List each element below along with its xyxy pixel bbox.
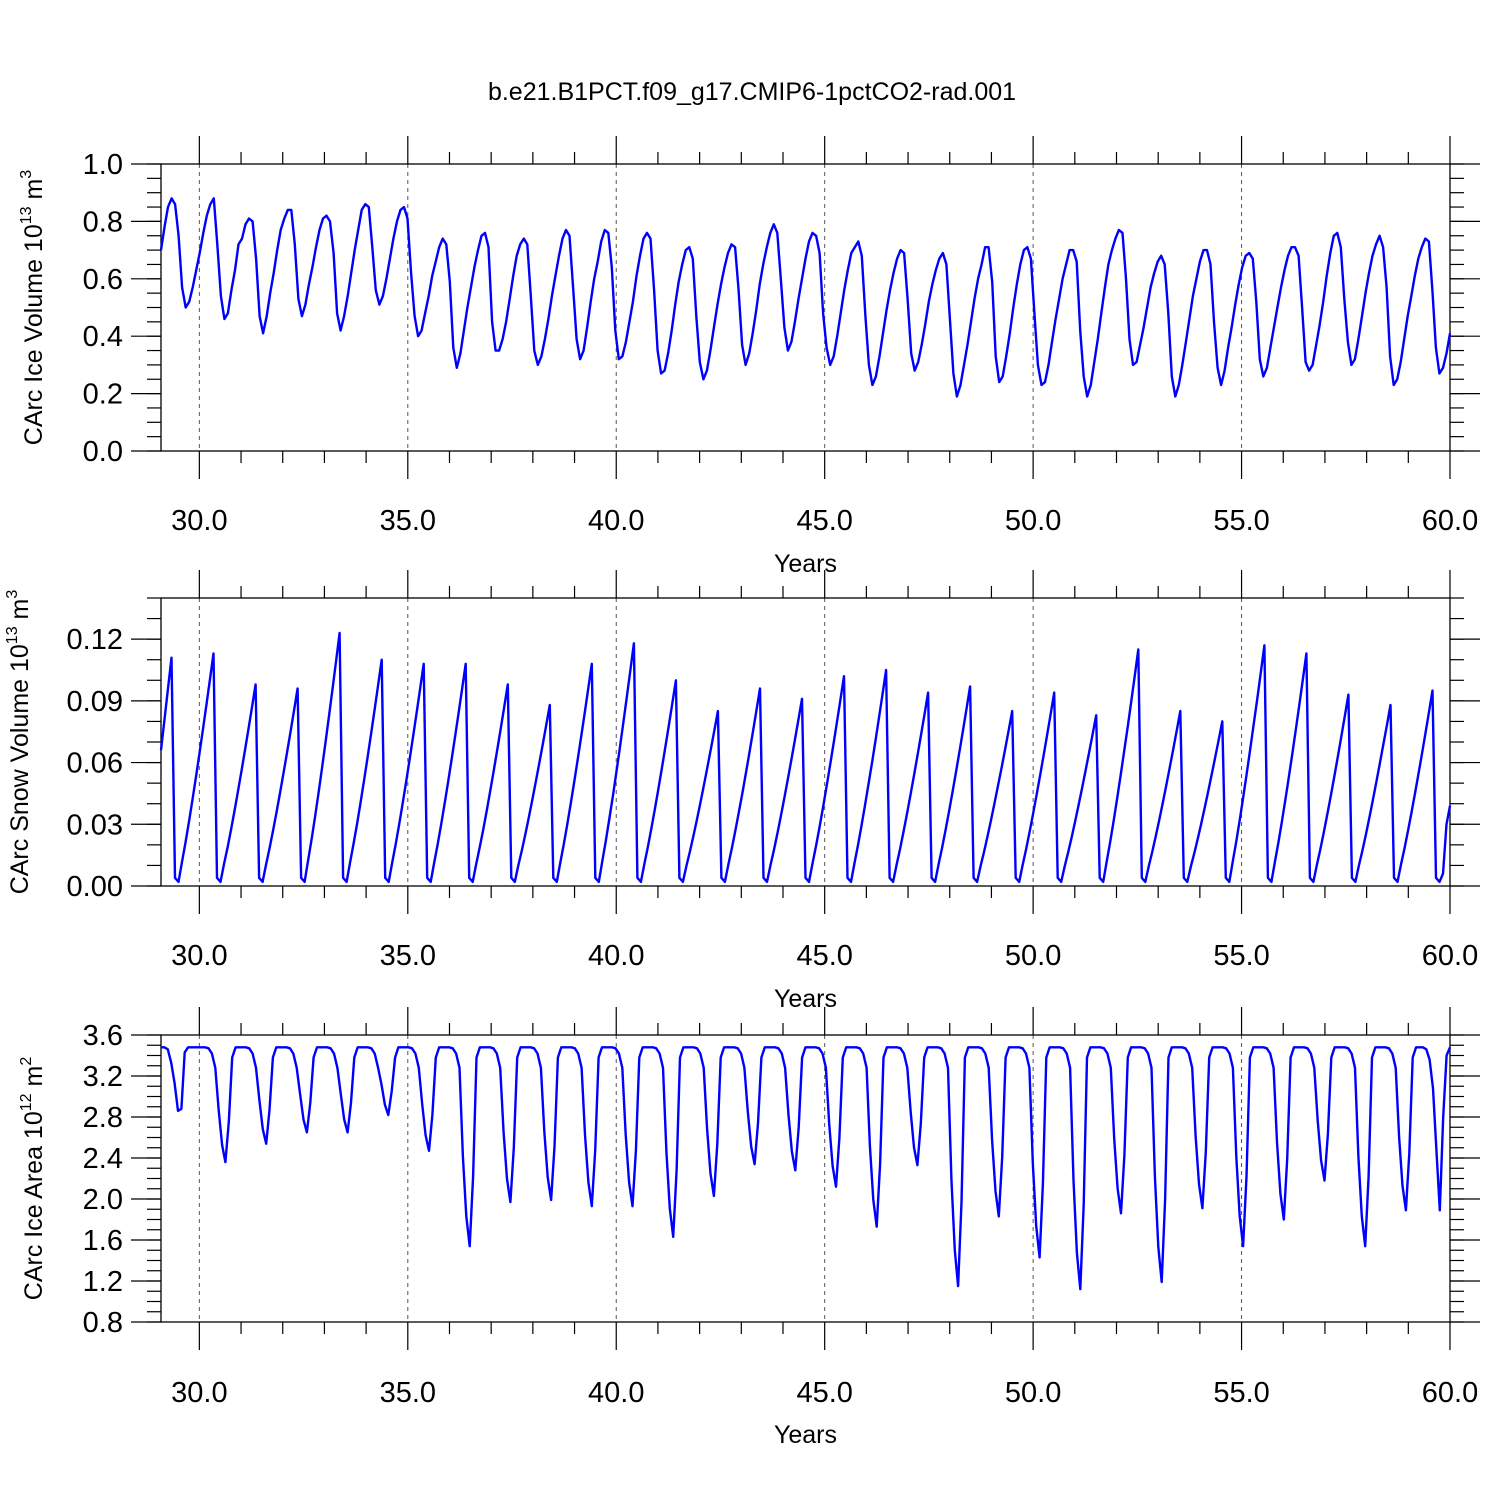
y-axis-title: CArc Ice Volume 1013 m3 bbox=[18, 170, 48, 446]
x-axis-title: Years bbox=[774, 550, 837, 578]
y-tick-label: 2.8 bbox=[83, 1102, 123, 1134]
x-tick-label: 40.0 bbox=[588, 1377, 644, 1409]
y-tick-label: 0.4 bbox=[83, 321, 123, 353]
plot-frame bbox=[160, 1034, 1451, 1323]
series-line bbox=[159, 631, 1452, 884]
y-tick-label: 1.6 bbox=[83, 1225, 123, 1257]
x-tick-label: 60.0 bbox=[1422, 940, 1478, 972]
x-tick-label: 40.0 bbox=[588, 940, 644, 972]
y-tick-label: 3.6 bbox=[83, 1020, 123, 1052]
y-tick-label: 0.8 bbox=[83, 1307, 123, 1339]
x-tick-label: 30.0 bbox=[171, 1377, 227, 1409]
y-tick-label: 0.00 bbox=[67, 871, 123, 903]
x-tick-label: 50.0 bbox=[1005, 940, 1061, 972]
chart-panel-1: 0.0 0.2 0.4 0.6 0.8 1.0 30.0 35.0 40.0 45.0 50.0 55… bbox=[18, 136, 1480, 578]
x-tick-label: 55.0 bbox=[1213, 940, 1269, 972]
series-line bbox=[161, 1046, 1452, 1291]
y-tick-label: 0.12 bbox=[67, 624, 123, 656]
x-tick-label: 35.0 bbox=[380, 505, 436, 537]
y-tick-label: 0.6 bbox=[83, 264, 123, 296]
chart-panel-3: 0.8 1.2 1.6 2.0 2.4 2.8 3.2 3.6 30.0 35.0 40.0 45.0… bbox=[18, 1007, 1480, 1449]
x-tick-label: 60.0 bbox=[1422, 505, 1478, 537]
x-tick-label: 50.0 bbox=[1005, 1377, 1061, 1409]
x-axis-title: Years bbox=[774, 1421, 837, 1449]
x-tick-label: 30.0 bbox=[171, 940, 227, 972]
y-tick-label: 0.2 bbox=[83, 379, 123, 411]
x-tick-label: 40.0 bbox=[588, 505, 644, 537]
y-tick-label: 2.0 bbox=[83, 1184, 123, 1216]
y-axis-title: CArc Snow Volume 1013 m3 bbox=[4, 590, 34, 895]
panels: 0.0 0.2 0.4 0.6 0.8 1.0 30.0 35.0 40.0 45.0 50.0 55… bbox=[4, 136, 1480, 1449]
y-axis-title: CArc Ice Area 1012 m2 bbox=[18, 1057, 48, 1301]
series-line bbox=[159, 197, 1452, 398]
chart-panel-2: 0.00 0.03 0.06 0.09 0.12 30.0 35.0 40.0 45.0 50.0… bbox=[4, 570, 1480, 1013]
y-tick-label: 2.4 bbox=[83, 1143, 123, 1175]
x-tick-label: 50.0 bbox=[1005, 505, 1061, 537]
y-tick-label: 0.8 bbox=[83, 206, 123, 238]
x-tick-label: 45.0 bbox=[796, 505, 852, 537]
x-tick-label: 45.0 bbox=[796, 940, 852, 972]
y-tick-label: 0.06 bbox=[67, 748, 123, 780]
x-tick-label: 35.0 bbox=[380, 940, 436, 972]
figure-title: b.e21.B1PCT.f09_g17.CMIP6-1pctCO2-rad.00… bbox=[488, 78, 1016, 106]
x-tick-label: 45.0 bbox=[796, 1377, 852, 1409]
x-tick-label: 30.0 bbox=[171, 505, 227, 537]
y-tick-label: 0.03 bbox=[67, 809, 123, 841]
y-tick-label: 3.2 bbox=[83, 1061, 123, 1093]
x-tick-label: 35.0 bbox=[380, 1377, 436, 1409]
y-tick-label: 0.09 bbox=[67, 686, 123, 718]
y-tick-label: 0.0 bbox=[83, 436, 123, 468]
x-tick-label: 55.0 bbox=[1213, 1377, 1269, 1409]
y-tick-label: 1.0 bbox=[83, 149, 123, 181]
x-tick-label: 55.0 bbox=[1213, 505, 1269, 537]
x-axis-title: Years bbox=[774, 985, 837, 1013]
x-tick-label: 60.0 bbox=[1422, 1377, 1478, 1409]
y-tick-label: 1.2 bbox=[83, 1266, 123, 1298]
